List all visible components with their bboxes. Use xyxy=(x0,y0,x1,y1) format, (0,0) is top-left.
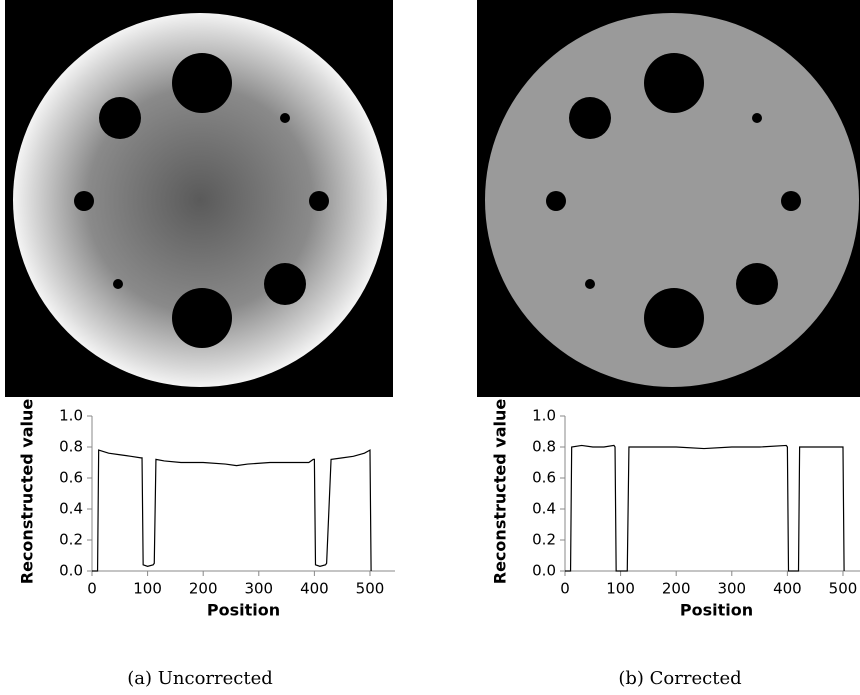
y-axis-label: Reconstructed value xyxy=(491,399,510,585)
y-tick-label: 0.2 xyxy=(59,531,83,549)
caption: (b) Corrected xyxy=(618,668,741,689)
y-tick-label: 0.2 xyxy=(532,531,556,549)
ct-image-uncorrected xyxy=(5,0,393,397)
y-tick-label: 0.8 xyxy=(532,438,556,456)
line-chart: 0.0 0.2 0.4 0.6 0.8 1.0 0 100 200 300 400 500 Positi… xyxy=(491,399,860,620)
x-axis-label: Position xyxy=(680,601,753,620)
line-chart: 0.0 0.2 0.4 0.6 0.8 1.0 0 100 200 300 400 500 Positi… xyxy=(18,399,396,620)
figure: 0.0 0.2 0.4 0.6 0.8 1.0 0 100 200 300 400 500 Positi… xyxy=(0,0,860,695)
y-tick-label: 0.0 xyxy=(59,562,83,580)
ct-image-corrected xyxy=(477,0,860,397)
x-tick-label: 400 xyxy=(773,580,802,598)
y-tick-label: 0.6 xyxy=(59,469,83,487)
x-tick-label: 300 xyxy=(244,580,273,598)
x-tick-label: 300 xyxy=(717,580,746,598)
x-tick-label: 200 xyxy=(189,580,218,598)
profile-line xyxy=(565,445,844,571)
x-tick-label: 0 xyxy=(87,580,97,598)
y-tick-label: 0.4 xyxy=(532,500,556,518)
y-tick-label: 1.0 xyxy=(532,407,556,425)
x-tick-label: 0 xyxy=(560,580,570,598)
profile-line xyxy=(92,450,371,571)
y-axis-label: Reconstructed value xyxy=(18,399,37,585)
x-tick-label: 500 xyxy=(829,580,858,598)
y-tick-label: 0.0 xyxy=(532,562,556,580)
page: {"chart_data": [ {"type": "line", "capti… xyxy=(0,0,860,695)
caption: (a) Uncorrected xyxy=(127,668,273,689)
x-tick-label: 400 xyxy=(300,580,329,598)
x-tick-label: 200 xyxy=(662,580,691,598)
x-tick-label: 100 xyxy=(133,580,162,598)
x-tick-label: 500 xyxy=(356,580,385,598)
y-tick-label: 0.8 xyxy=(59,438,83,456)
y-tick-label: 1.0 xyxy=(59,407,83,425)
x-axis-label: Position xyxy=(207,601,280,620)
y-tick-label: 0.6 xyxy=(532,469,556,487)
y-tick-label: 0.4 xyxy=(59,500,83,518)
x-tick-label: 100 xyxy=(606,580,635,598)
